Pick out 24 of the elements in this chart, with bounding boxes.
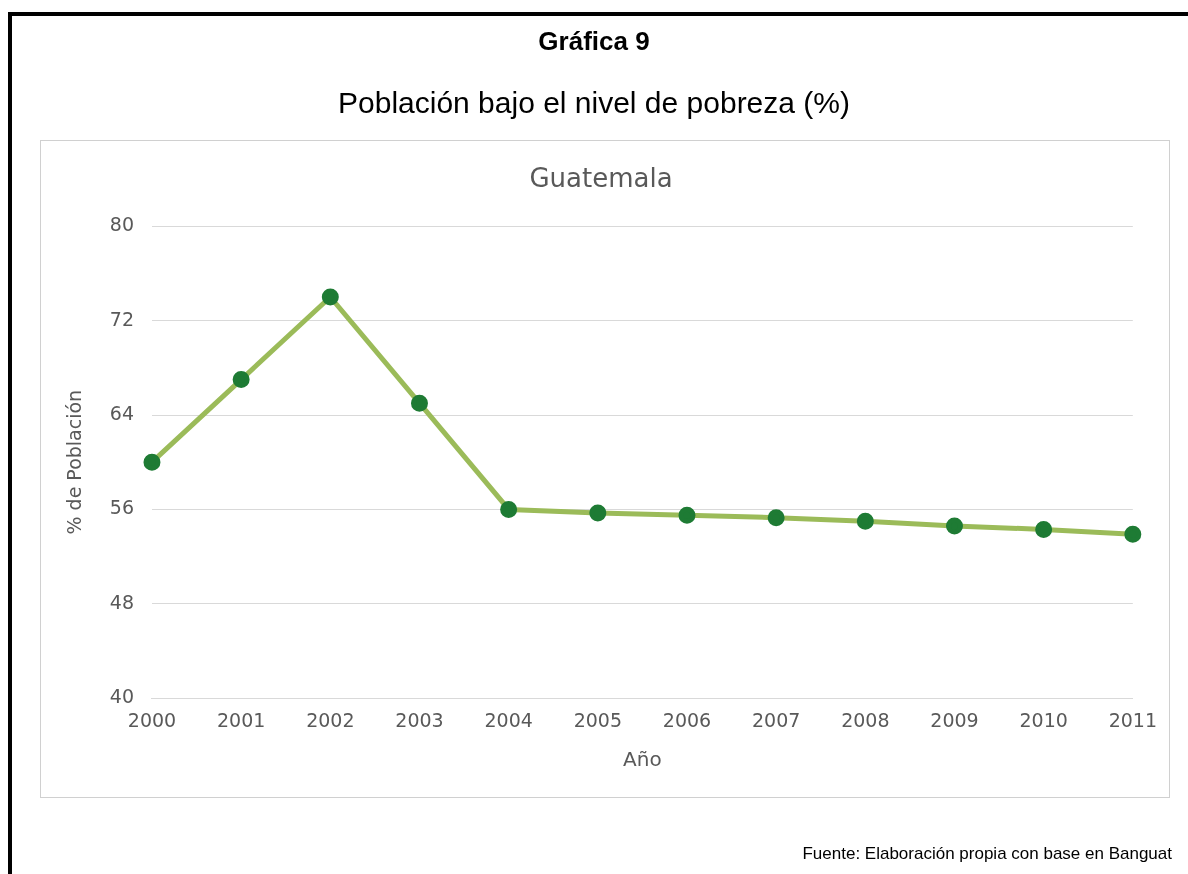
x-tick-label: 2007 <box>751 708 801 731</box>
y-tick-label: 64 <box>109 401 134 424</box>
x-tick-label: 2004 <box>484 708 533 731</box>
x-tick-label: 2003 <box>395 708 444 731</box>
source-note: Fuente: Elaboración propia con base en Banguat <box>802 844 1172 864</box>
x-axis-title: Año <box>623 747 662 772</box>
chart-title: Población bajo el nivel de pobreza (%) <box>337 86 851 120</box>
y-tick-label: 56 <box>109 496 134 519</box>
y-tick-label: 80 <box>109 213 134 236</box>
x-tick-label: 2000 <box>127 708 177 731</box>
x-tick-label: 2008 <box>841 708 890 731</box>
x-tick-label: 2010 <box>1019 708 1068 731</box>
y-tick-label: 40 <box>109 685 134 708</box>
x-tick-label: 2001 <box>216 708 266 731</box>
x-tick-label: 2009 <box>930 708 979 731</box>
y-tick-label: 48 <box>109 590 134 613</box>
x-tick-label: 2011 <box>1108 708 1157 731</box>
chart-subtitle: Guatemala <box>529 163 673 194</box>
x-tick-label: 2002 <box>306 708 355 731</box>
x-tick-label: 2006 <box>662 708 712 731</box>
x-tick-label: 2005 <box>573 708 622 731</box>
y-axis-title: % de Población <box>63 389 86 535</box>
text: Gráfica 9 <box>537 26 651 57</box>
y-tick-label: 72 <box>109 307 134 330</box>
